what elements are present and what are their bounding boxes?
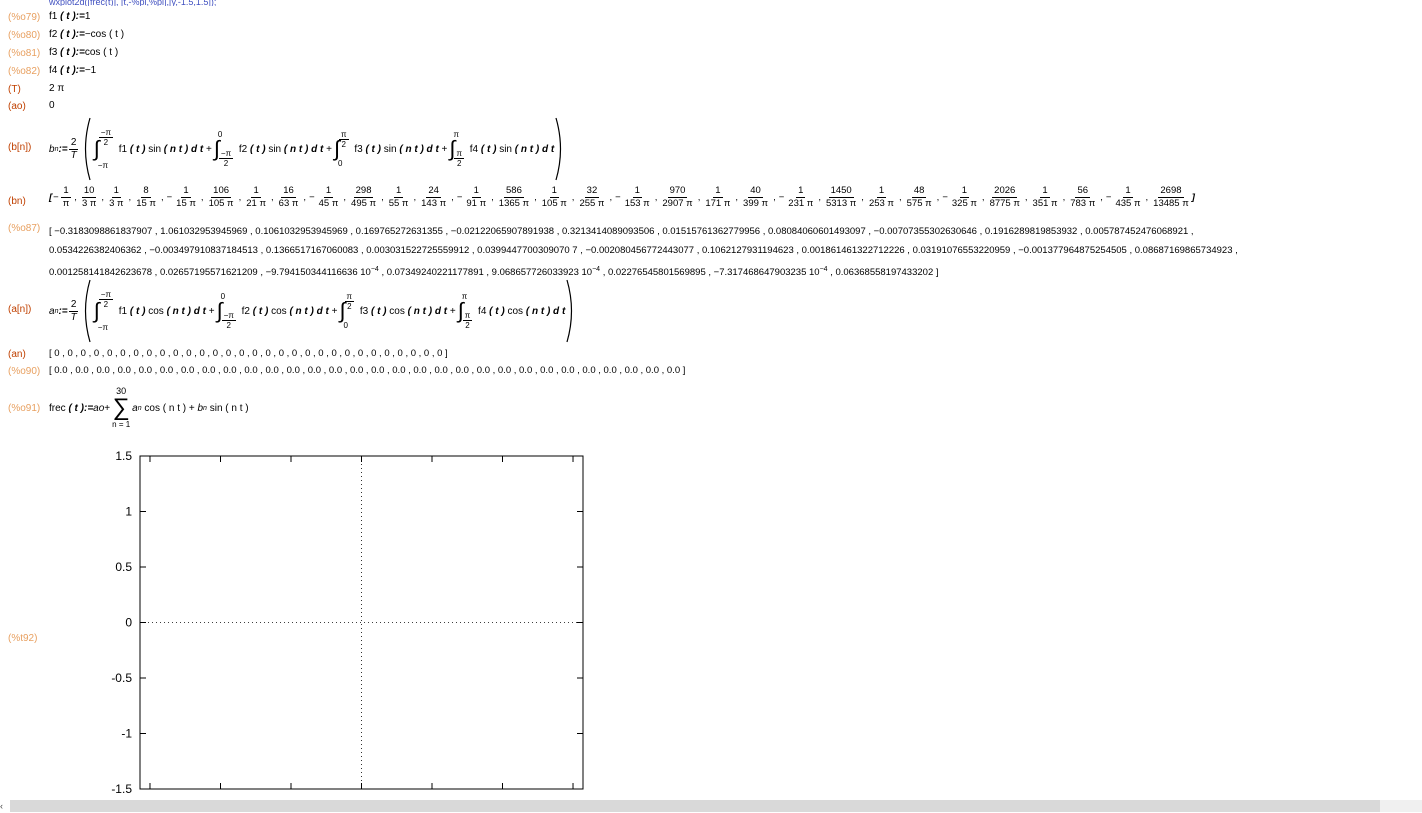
bn-fraction-item: 10 3 π,	[81, 185, 105, 209]
bn-fraction-item: 586 1365 π,	[498, 185, 537, 209]
bn-fraction-item: −1 325 π,	[942, 185, 985, 209]
bn-fraction-item: 1 171 π,	[705, 185, 739, 209]
list-open-bracket: [	[49, 192, 53, 203]
bn-fraction-item: −1 π,	[53, 185, 77, 209]
right-paren	[555, 117, 562, 181]
output-label: (T)	[8, 84, 21, 95]
bn-fraction-item: 106 105 π,	[208, 185, 242, 209]
output-label: (%o81)	[8, 48, 41, 59]
left-paren	[84, 279, 91, 343]
ao-value: 0	[49, 100, 55, 111]
y-tick-label: 0	[125, 616, 132, 630]
bn-fraction-item: 298 495 π,	[351, 185, 384, 209]
output-label: (%o79)	[8, 12, 41, 23]
y-tick-label: -0.5	[111, 671, 132, 685]
integral-4: ∫ π π 2	[449, 130, 464, 168]
integral-2: ∫ 0 −π 2	[216, 292, 236, 330]
output-label: (%o87)	[8, 223, 41, 234]
output-t92[interactable]: (%t92) 1.5 1 0.5 0 -0.5 -1 -1.5	[0, 440, 1422, 795]
bn-fraction-item: −1 45 π,	[309, 185, 347, 209]
output-o87[interactable]: (%o87) [ −0.3183098861837907 , 1.0610329…	[0, 222, 1422, 278]
y-tick-label: -1.5	[111, 782, 132, 795]
f1-definition: f1 ( t ):=1	[49, 11, 91, 22]
integral-1: ∫ −π 2 −π	[93, 128, 113, 170]
right-paren	[566, 279, 573, 343]
bn-fraction-item: 24 143 π,	[421, 185, 454, 209]
f2-definition: f2 ( t ):=−cos ( t )	[49, 29, 125, 40]
integral-3: ∫ π 2 0	[333, 130, 349, 168]
bn-fraction-item: 56 783 π,	[1070, 185, 1103, 209]
output-label: (a[n])	[8, 304, 32, 315]
an-numeric-values: [ 0.0 , 0.0 , 0.0 , 0.0 , 0.0 , 0.0 , 0.…	[49, 365, 686, 376]
bn-fraction-item: 1 21 π,	[246, 185, 274, 209]
list-close-bracket: ]	[1191, 192, 1195, 203]
output-label: (%o90)	[8, 366, 41, 377]
output-label: (%o82)	[8, 66, 41, 77]
scrollbar-track	[1380, 800, 1422, 812]
output-label: (an)	[8, 349, 26, 360]
y-tick-label: -1	[121, 727, 132, 741]
integral-1: ∫ −π 2 −π	[93, 290, 113, 332]
bn-fraction-item: 8 15 π,	[136, 185, 164, 209]
bn-fraction-item: 970 2907 π,	[662, 185, 701, 209]
bn-fraction-item: −1 91 π,	[456, 185, 494, 209]
bn-fraction-item: 16 63 π,	[278, 185, 307, 209]
integral-2: ∫ 0 −π 2	[213, 130, 234, 168]
bn-fraction-item: −1 231 π,	[778, 185, 821, 209]
bn-fraction-item: 1 105 π,	[541, 185, 575, 209]
output-label: (ao)	[8, 101, 26, 112]
bn-fraction-item: 48 575 π,	[906, 185, 940, 209]
bn-fraction-item: 32 255 π,	[579, 185, 613, 209]
integral-3: ∫ π 2 0	[339, 292, 355, 330]
horizontal-scrollbar[interactable]	[10, 800, 1380, 812]
output-label: (bn)	[8, 196, 26, 207]
bn-fraction-item: −1 15 π,	[166, 185, 204, 209]
an-values: [ 0 , 0 , 0 , 0 , 0 , 0 , 0 , 0 , 0 , 0 …	[49, 348, 448, 359]
bn-fraction-item: 2026 8775 π,	[989, 185, 1028, 209]
bn-fraction-item: −1 153 π,	[615, 185, 658, 209]
output-label: (%o91)	[8, 403, 41, 414]
bn-fraction-item: 1450 5313 π,	[825, 185, 864, 209]
bn-fraction-item: −1 435 π,	[1105, 185, 1149, 209]
left-paren	[84, 117, 91, 181]
scroll-left-arrow[interactable]: ‹	[0, 801, 3, 811]
y-tick-label: 1	[125, 505, 132, 519]
bn-fraction-item: 1 253 π,	[868, 185, 902, 209]
integral-4: ∫ π π 2	[457, 292, 473, 330]
bn-fraction-item: 40 399 π,	[743, 185, 776, 209]
fourier-series-plot: 1.5 1 0.5 0 -0.5 -1 -1.5	[100, 440, 584, 795]
f3-definition: f3 ( t ):=cos ( t )	[49, 47, 119, 58]
bn-numeric-values: [ −0.3183098861837907 , 1.06103295394596…	[49, 226, 1238, 279]
T-value: 2 π	[49, 83, 65, 94]
summation: 30 ∑ n = 1	[112, 386, 131, 429]
y-tick-label: 1.5	[115, 449, 132, 463]
f4-definition: f4 ( t ):=−1	[49, 65, 97, 76]
output-label: (%o80)	[8, 30, 41, 41]
bn-fraction-item: 2698 13485 π	[1153, 185, 1189, 209]
bn-fraction-item: 1 55 π,	[388, 185, 417, 209]
y-tick-label: 0.5	[115, 560, 132, 574]
bn-fraction-item: 1 351 π,	[1032, 185, 1066, 209]
output-label: (b[n])	[8, 142, 32, 153]
output-label: (%t92)	[8, 633, 38, 644]
previous-command-fragment: wxplot2d([frec(t)], [t,-%pi,%pi],[y,-1.5…	[49, 0, 217, 6]
